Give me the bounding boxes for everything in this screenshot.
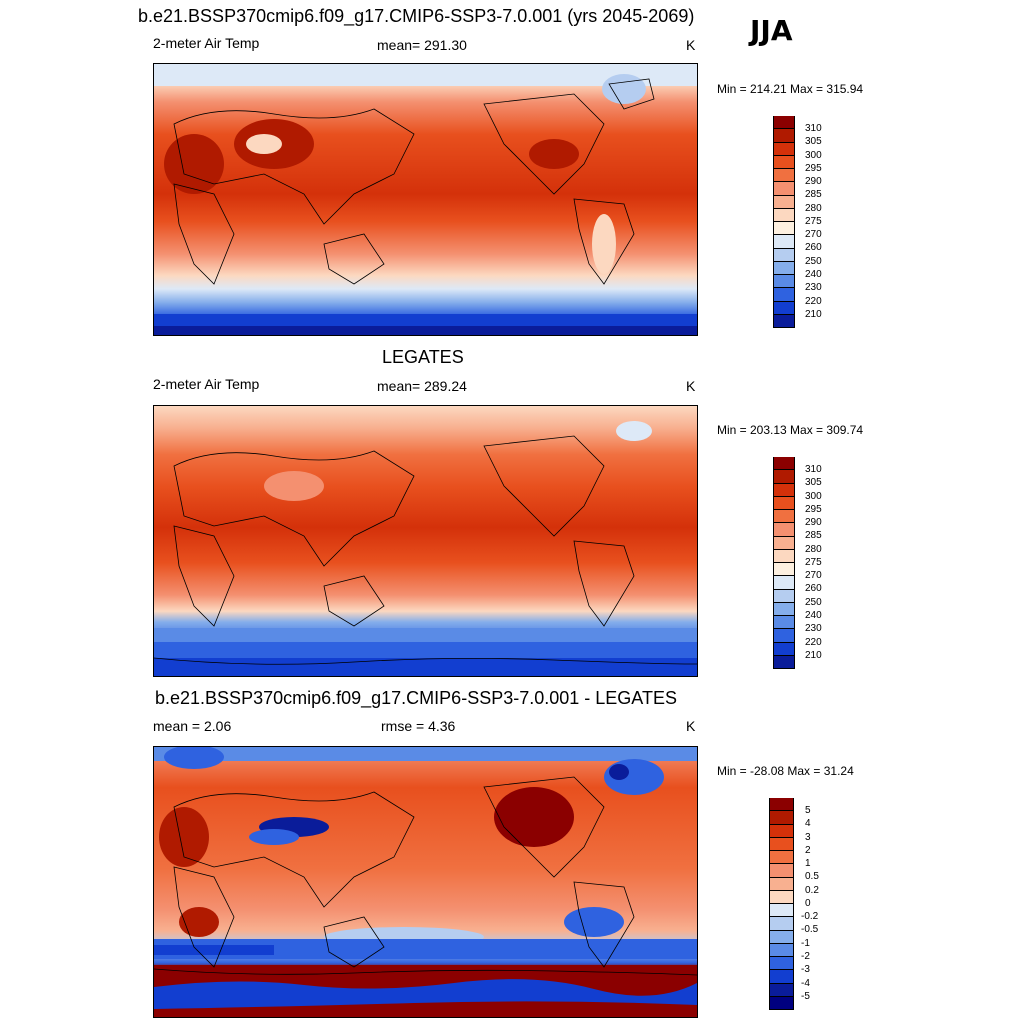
colorbar-tick-label: 240 <box>805 610 822 621</box>
figure-title: b.e21.BSSP370cmip6.f09_g17.CMIP6-SSP3-7.… <box>138 6 695 26</box>
colorbar-tick-label: 310 <box>805 464 822 475</box>
panel2-colorbar-swatches <box>773 457 795 669</box>
colorbar-tick-label: -0.2 <box>801 911 819 922</box>
colorbar-tick-label: 285 <box>805 189 822 200</box>
panel3-mean-label: mean = 2.06 <box>153 718 232 734</box>
colorbar-tick-label: 275 <box>805 557 822 568</box>
colorbar-tick-label: 250 <box>805 597 822 608</box>
colorbar-tick-label: 210 <box>805 650 822 661</box>
colorbar-tick-label: -3 <box>801 964 810 975</box>
colorbar-tick-label: 250 <box>805 256 822 267</box>
colorbar-tick-label: 275 <box>805 216 822 227</box>
colorbar-tick-label: 290 <box>805 176 822 187</box>
panel1-colorbar-swatches <box>773 116 795 328</box>
colorbar-tick-label: 230 <box>805 282 822 293</box>
colorbar-tick-label: 310 <box>805 123 822 134</box>
season-label: JJA <box>750 14 793 47</box>
colorbar-tick-label: 220 <box>805 296 822 307</box>
colorbar-tick-label: 2 <box>805 845 811 856</box>
colorbar-tick-label: -1 <box>801 938 810 949</box>
colorbar-tick-label: -2 <box>801 951 810 962</box>
colorbar-tick-label: 270 <box>805 229 822 240</box>
colorbar-tick-label: 300 <box>805 150 822 161</box>
colorbar-tick-label: 4 <box>805 818 811 829</box>
panel3-units-label: K <box>686 718 696 734</box>
panel2-map <box>153 405 698 677</box>
colorbar-tick-label: 240 <box>805 269 822 280</box>
colorbar-tick-label: 0 <box>805 898 811 909</box>
panel2-mean-label: mean= 289.24 <box>377 378 467 394</box>
colorbar-tick-label: -4 <box>801 978 810 989</box>
colorbar-tick-label: 280 <box>805 544 822 555</box>
colorbar-tick-label: 0.2 <box>805 885 819 896</box>
colorbar-tick-label: 270 <box>805 570 822 581</box>
panel3-rmse-label: rmse = 4.36 <box>381 718 456 734</box>
colorbar-tick-label: 1 <box>805 858 811 869</box>
panel2-title: LEGATES <box>382 347 464 367</box>
panel2-minmax: Min = 203.13 Max = 309.74 <box>717 423 864 437</box>
panel1-map <box>153 63 698 336</box>
colorbar-tick-label: 290 <box>805 517 822 528</box>
colorbar-tick-label: 295 <box>805 504 822 515</box>
colorbar-tick-label: 210 <box>805 309 822 320</box>
panel2-variable-label: 2-meter Air Temp <box>153 376 260 392</box>
colorbar-tick-label: 3 <box>805 832 811 843</box>
colorbar-tick-label: 5 <box>805 805 811 816</box>
panel3-minmax: Min = -28.08 Max = 31.24 <box>717 764 854 778</box>
colorbar-tick-label: 230 <box>805 623 822 634</box>
panel3-colorbar-swatches <box>769 798 794 1010</box>
panel1-variable-label: 2-meter Air Temp <box>153 35 260 51</box>
colorbar-tick-label: 220 <box>805 637 822 648</box>
panel1-mean-label: mean= 291.30 <box>377 37 467 53</box>
colorbar-tick-label: 300 <box>805 491 822 502</box>
panel3-title: b.e21.BSSP370cmip6.f09_g17.CMIP6-SSP3-7.… <box>155 688 677 708</box>
colorbar-tick-label: 305 <box>805 136 822 147</box>
panel1-minmax: Min = 214.21 Max = 315.94 <box>717 82 864 96</box>
colorbar-tick-label: 0.5 <box>805 871 819 882</box>
colorbar-tick-label: 260 <box>805 242 822 253</box>
colorbar-tick-label: 260 <box>805 583 822 594</box>
colorbar-tick-label: 280 <box>805 203 822 214</box>
panel2-units-label: K <box>686 378 696 394</box>
colorbar-tick-label: -5 <box>801 991 810 1002</box>
colorbar-tick-label: 295 <box>805 163 822 174</box>
panel3-map <box>153 746 698 1018</box>
colorbar-tick-label: 305 <box>805 477 822 488</box>
colorbar-tick-label: 285 <box>805 530 822 541</box>
panel1-units-label: K <box>686 37 696 53</box>
colorbar-tick-label: -0.5 <box>801 924 819 935</box>
